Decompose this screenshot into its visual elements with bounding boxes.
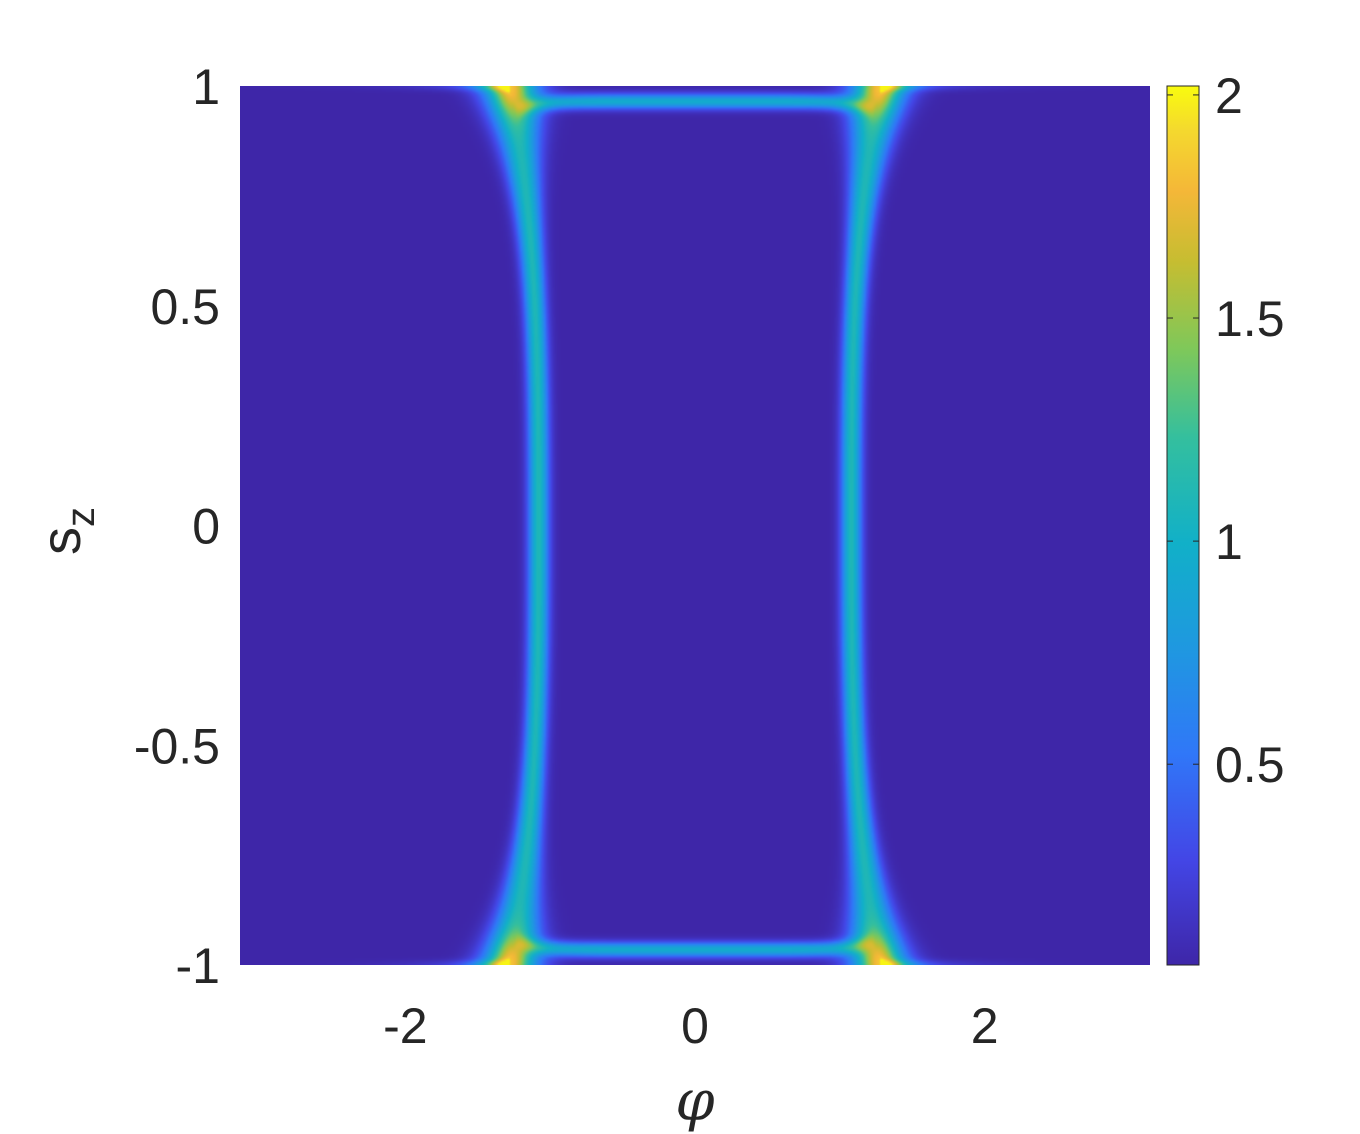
colorbar-tick-label: 2 — [1215, 68, 1243, 124]
y-axis-label-main: s — [29, 527, 92, 555]
x-tick-label: 2 — [971, 998, 999, 1054]
colorbar-border — [1166, 85, 1200, 966]
y-axis-label-sub: z — [59, 507, 103, 527]
svg-text:sz: sz — [29, 507, 103, 555]
colorbar: 0.5 1 1.5 2 — [1166, 68, 1285, 966]
x-tick-label: 0 — [681, 998, 709, 1054]
colorbar-tick-label: 1 — [1215, 514, 1243, 570]
y-tick-label: -1 — [176, 938, 220, 994]
y-tick-label: 1 — [192, 59, 220, 115]
x-axis: -2 0 2 — [383, 998, 998, 1054]
x-tick-label: -2 — [383, 998, 427, 1054]
plot-area — [240, 86, 1150, 965]
y-axis: -1 -0.5 0 0.5 1 — [134, 59, 220, 994]
y-tick-label: 0 — [192, 499, 220, 555]
y-axis-label: sz — [29, 507, 103, 555]
y-tick-label: -0.5 — [134, 718, 220, 774]
colorbar-fill — [1167, 86, 1199, 965]
heatmap-image — [240, 86, 1150, 965]
colorbar-ticks: 0.5 1 1.5 2 — [1167, 68, 1285, 793]
colorbar-tick-label: 1.5 — [1215, 291, 1285, 347]
y-tick-label: 0.5 — [150, 279, 220, 335]
x-axis-label: φ — [675, 1069, 714, 1134]
colorbar-tick-label: 0.5 — [1215, 737, 1285, 793]
